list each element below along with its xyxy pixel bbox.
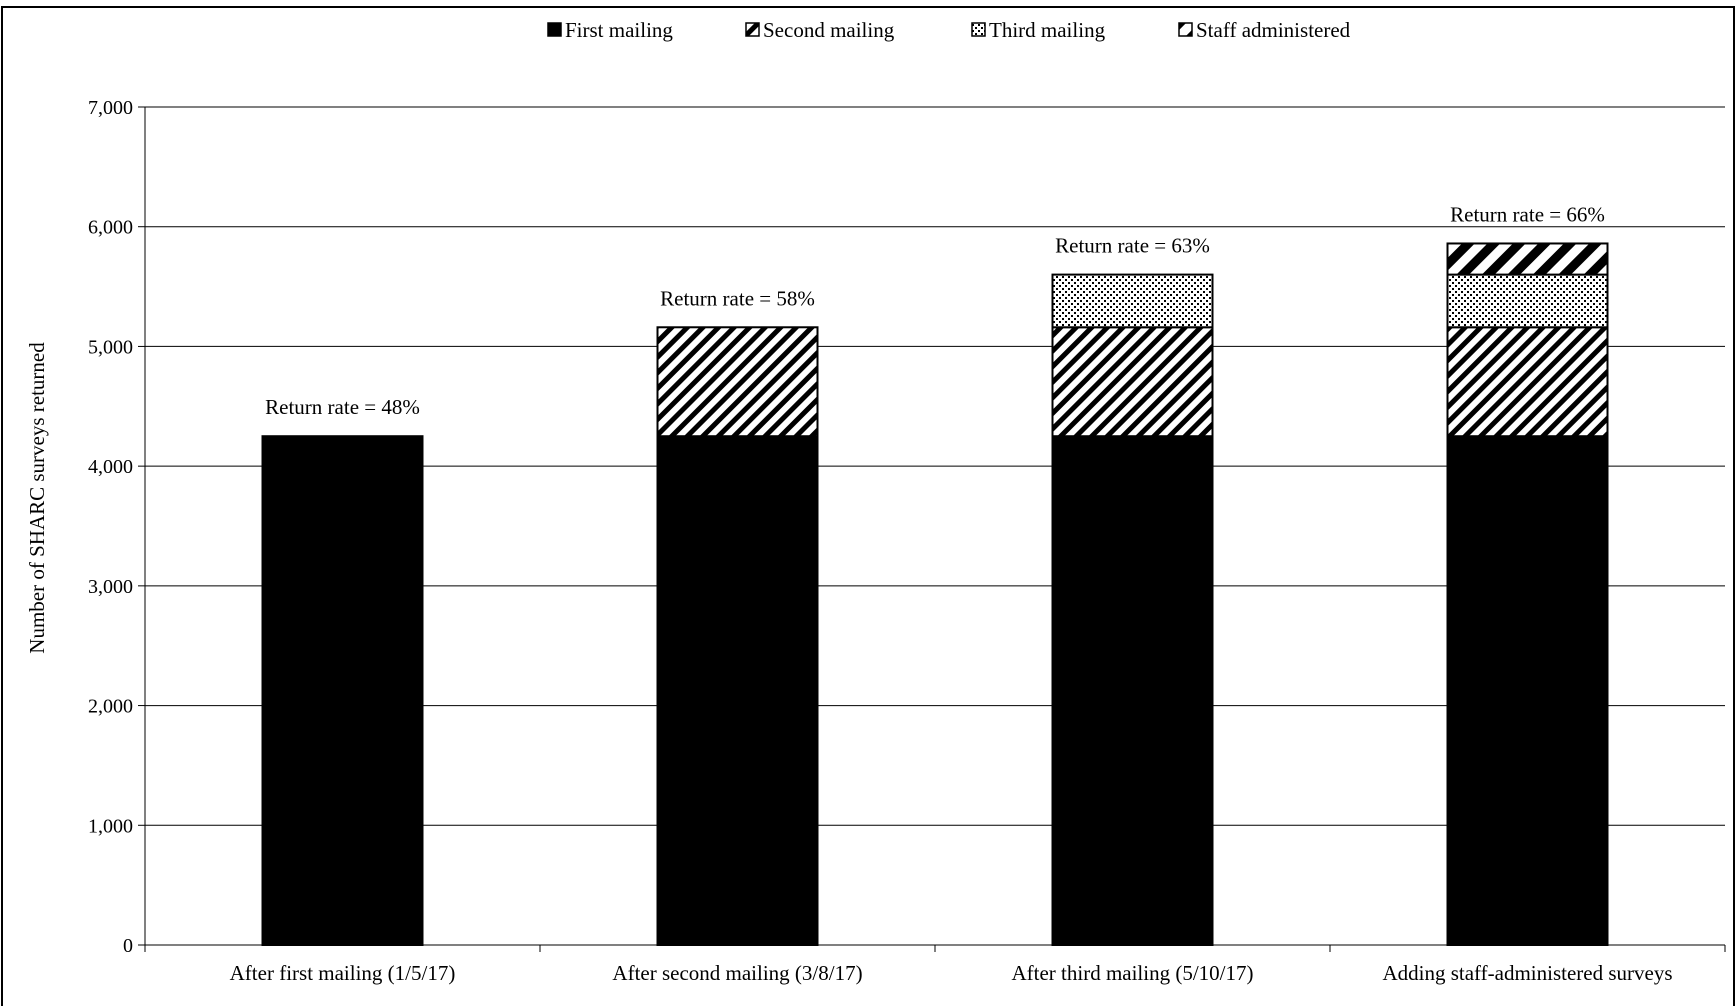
y-tick-label: 7,000 xyxy=(88,97,133,119)
y-tick-label: 4,000 xyxy=(88,456,133,478)
legend-swatch xyxy=(971,22,986,37)
x-category-label: After second mailing (3/8/17) xyxy=(612,961,862,985)
y-axis-label-group: Number of SHARC surveys returned xyxy=(25,342,49,654)
legend-label: First mailing xyxy=(565,18,673,42)
return-rate-label: Return rate = 63% xyxy=(1055,234,1210,258)
legend-label: Staff administered xyxy=(1196,18,1351,42)
bar-segment xyxy=(1446,273,1609,329)
y-tick-label: 0 xyxy=(123,935,133,957)
axes: 0 1,000 2,000 3,000 4,000 5,000 6,000 7,000 Afte… xyxy=(88,97,1726,985)
y-tick-label: 6,000 xyxy=(88,217,133,239)
return-rate-label: Return rate = 48% xyxy=(265,395,420,419)
legend: First mailing Second mailing Third mailing… xyxy=(547,18,1351,42)
bar-segment xyxy=(656,435,819,946)
legend-label: Second mailing xyxy=(763,18,895,42)
legend-swatch xyxy=(745,22,760,37)
y-tick-label: 3,000 xyxy=(88,576,133,598)
bar-segment xyxy=(656,326,819,438)
x-category-label: After third mailing (5/10/17) xyxy=(1011,961,1253,985)
bar-segment xyxy=(1446,326,1609,438)
bar-segment xyxy=(1051,326,1214,438)
bar-segment xyxy=(1051,273,1214,329)
legend-swatch xyxy=(1178,22,1193,37)
y-tick-label: 2,000 xyxy=(88,696,133,718)
y-tick-label: 1,000 xyxy=(88,815,133,837)
y-tick-label: 5,000 xyxy=(88,336,133,358)
bars: Return rate = 48% Return rate = 58% Return… xyxy=(261,202,1609,946)
bar-segment xyxy=(261,435,424,946)
legend-swatch xyxy=(547,22,562,37)
legend-label: Third mailing xyxy=(989,18,1106,42)
x-category-label: Adding staff-administered surveys xyxy=(1382,961,1672,985)
bar-segment xyxy=(1446,242,1609,276)
return-rate-label: Return rate = 58% xyxy=(660,286,815,310)
chart-frame xyxy=(1,6,1735,1006)
x-category-label: After first mailing (1/5/17) xyxy=(230,961,456,985)
return-rate-label: Return rate = 66% xyxy=(1450,202,1605,226)
y-axis-title: Number of SHARC surveys returned xyxy=(25,342,49,654)
bar-segment xyxy=(1446,435,1609,946)
bar-segment xyxy=(1051,435,1214,946)
